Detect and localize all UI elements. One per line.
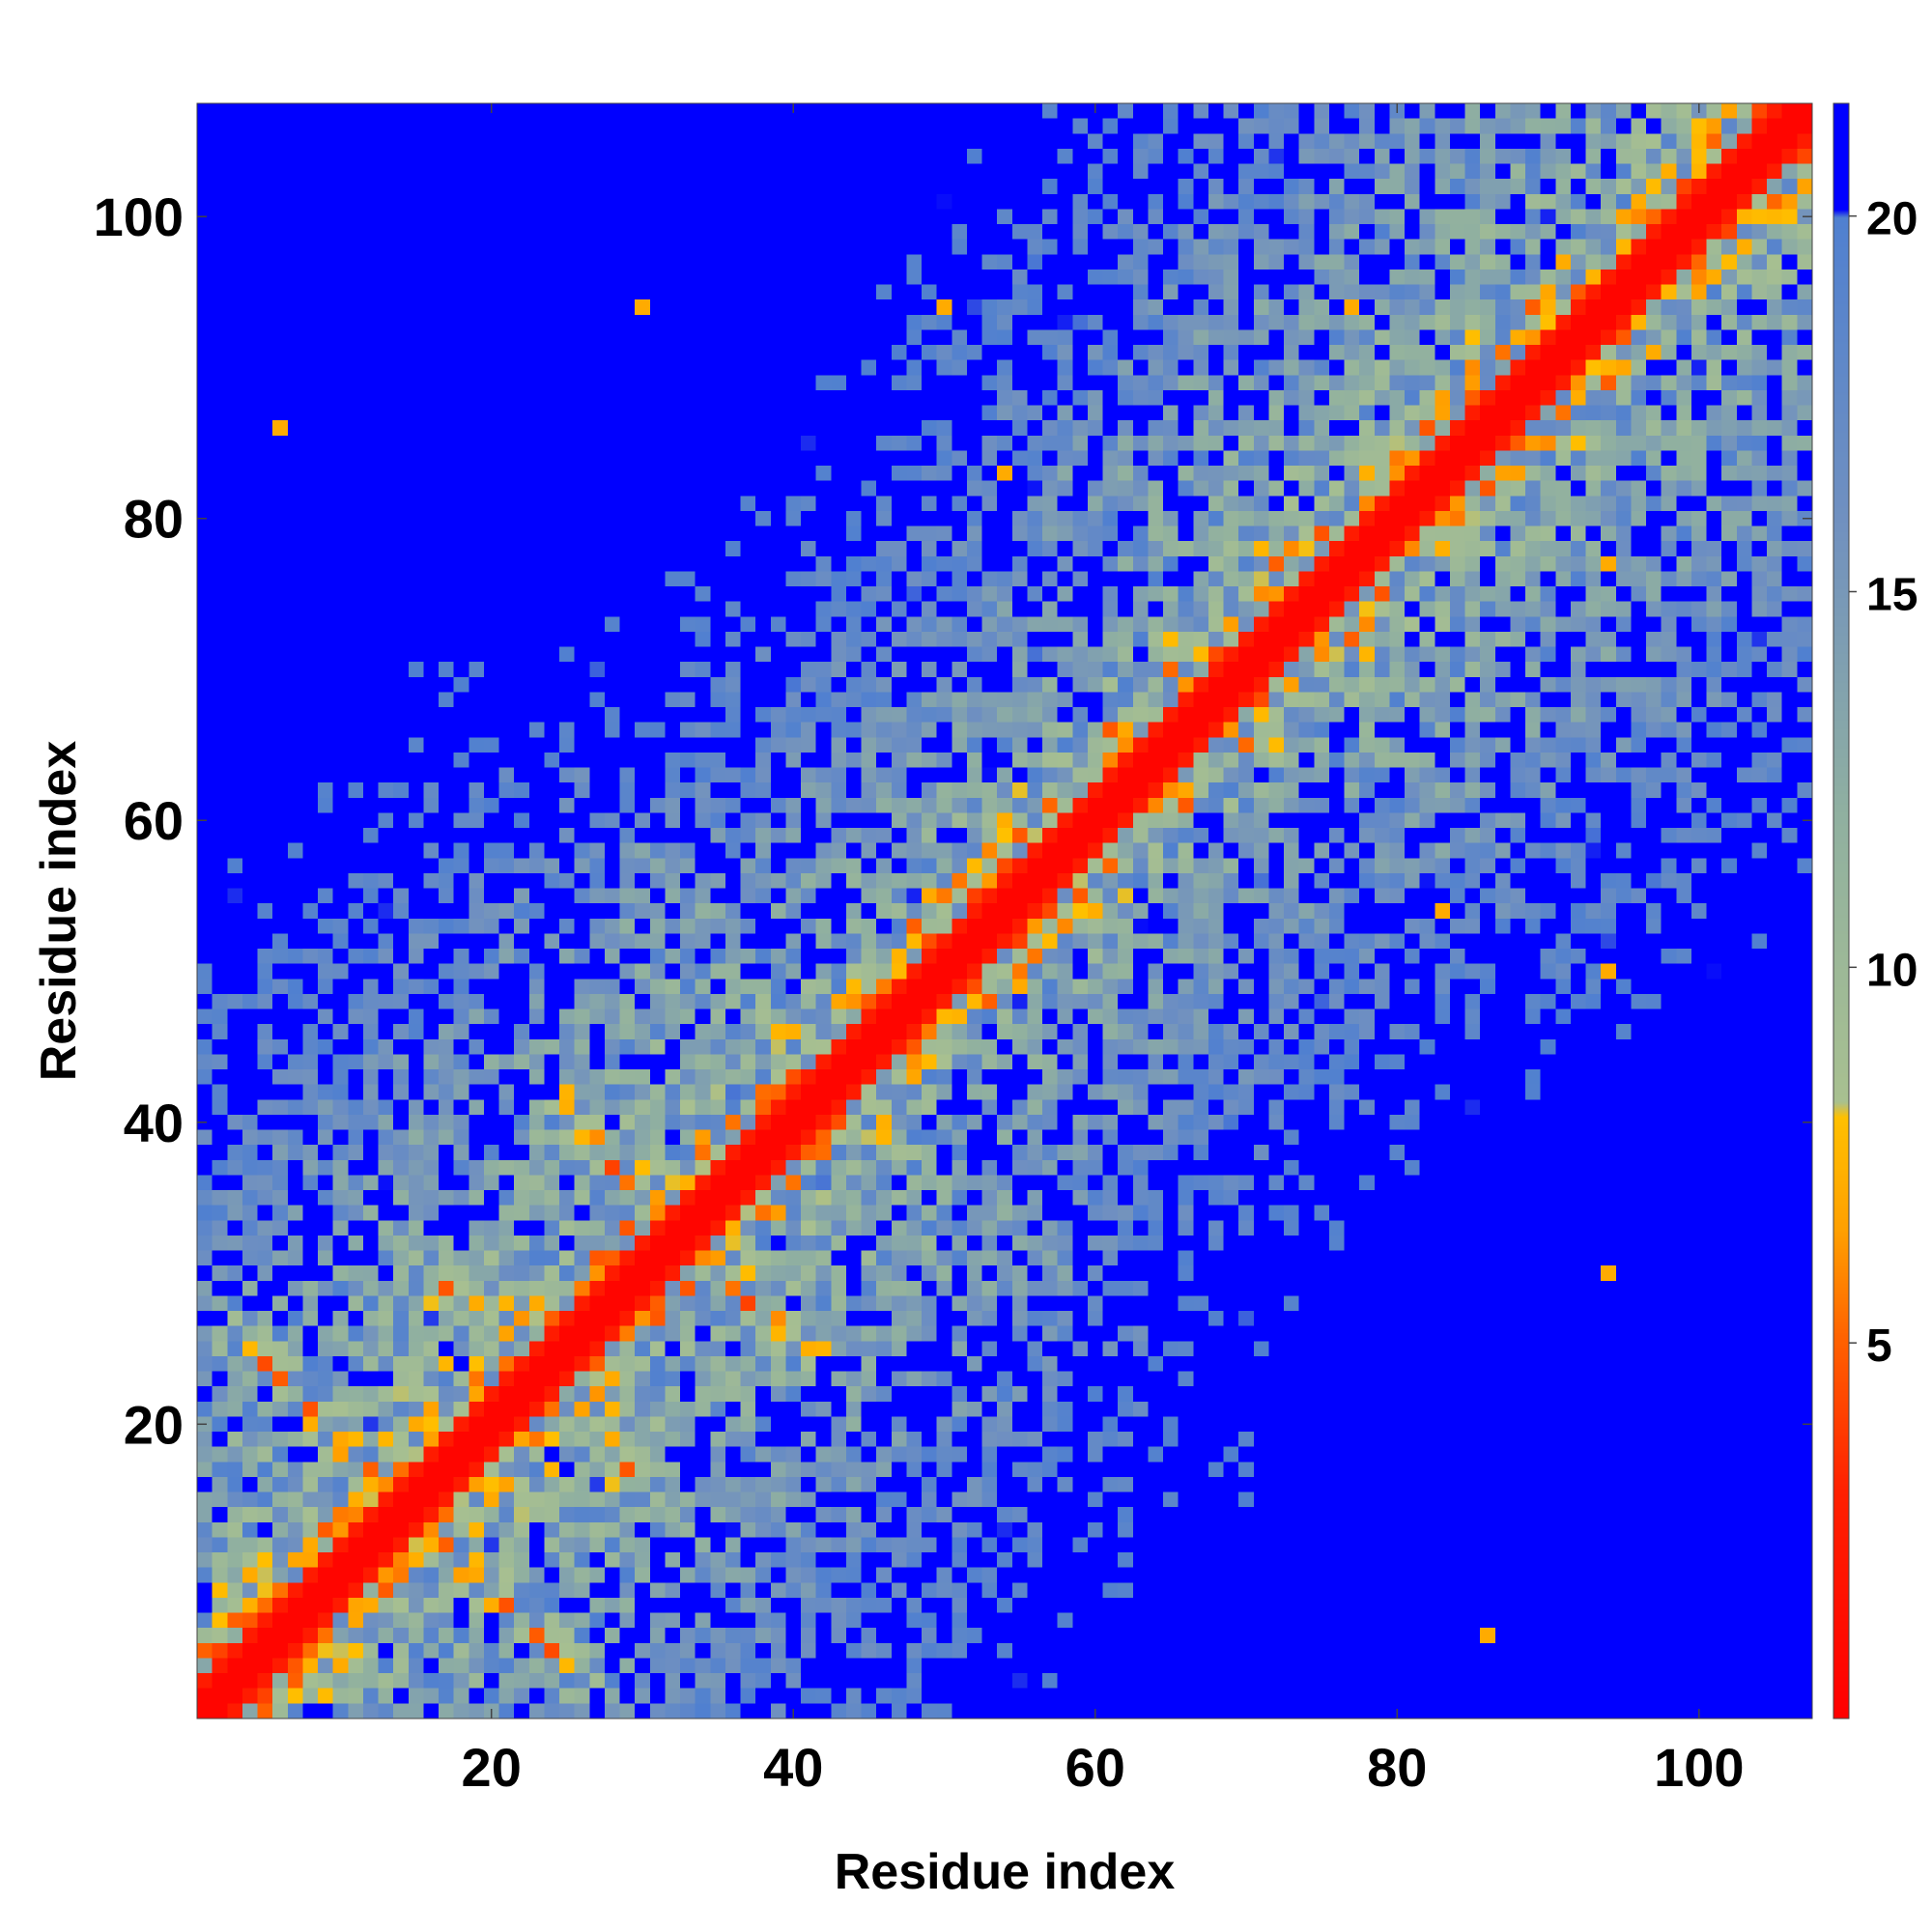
y-tick-label: 20 [124,1394,184,1455]
heatmap-plot-area [197,103,1812,1719]
y-tick-label: 80 [124,489,184,550]
x-tick-label: 40 [763,1737,823,1798]
colorbar-ticks: 5 10 15 20 [1849,194,1918,1372]
y-tick-label: 40 [124,1093,184,1153]
y-axis-label: Residue index [31,741,87,1082]
colorbar-frame [1833,102,1850,1719]
x-tick-label: 60 [1065,1737,1125,1798]
colorbar-tick-label: 15 [1866,569,1918,620]
x-axis-label: Residue index [835,1844,1176,1900]
plot-frame [196,102,1813,1719]
y-axis-ticks: 20 40 60 80 100 [94,186,1812,1455]
colorbar [1833,103,1849,1719]
colorbar-tick-label: 10 [1866,945,1918,996]
x-axis-ticks: 20 40 60 80 100 [462,103,1745,1798]
x-tick-label: 80 [1367,1737,1427,1798]
x-tick-label: 20 [462,1737,522,1798]
x-tick-label: 100 [1654,1737,1744,1798]
y-tick-label: 100 [94,186,184,247]
colorbar-tick-label: 5 [1866,1321,1892,1372]
colorbar-tick-label: 20 [1866,194,1918,245]
y-tick-label: 60 [124,790,184,851]
